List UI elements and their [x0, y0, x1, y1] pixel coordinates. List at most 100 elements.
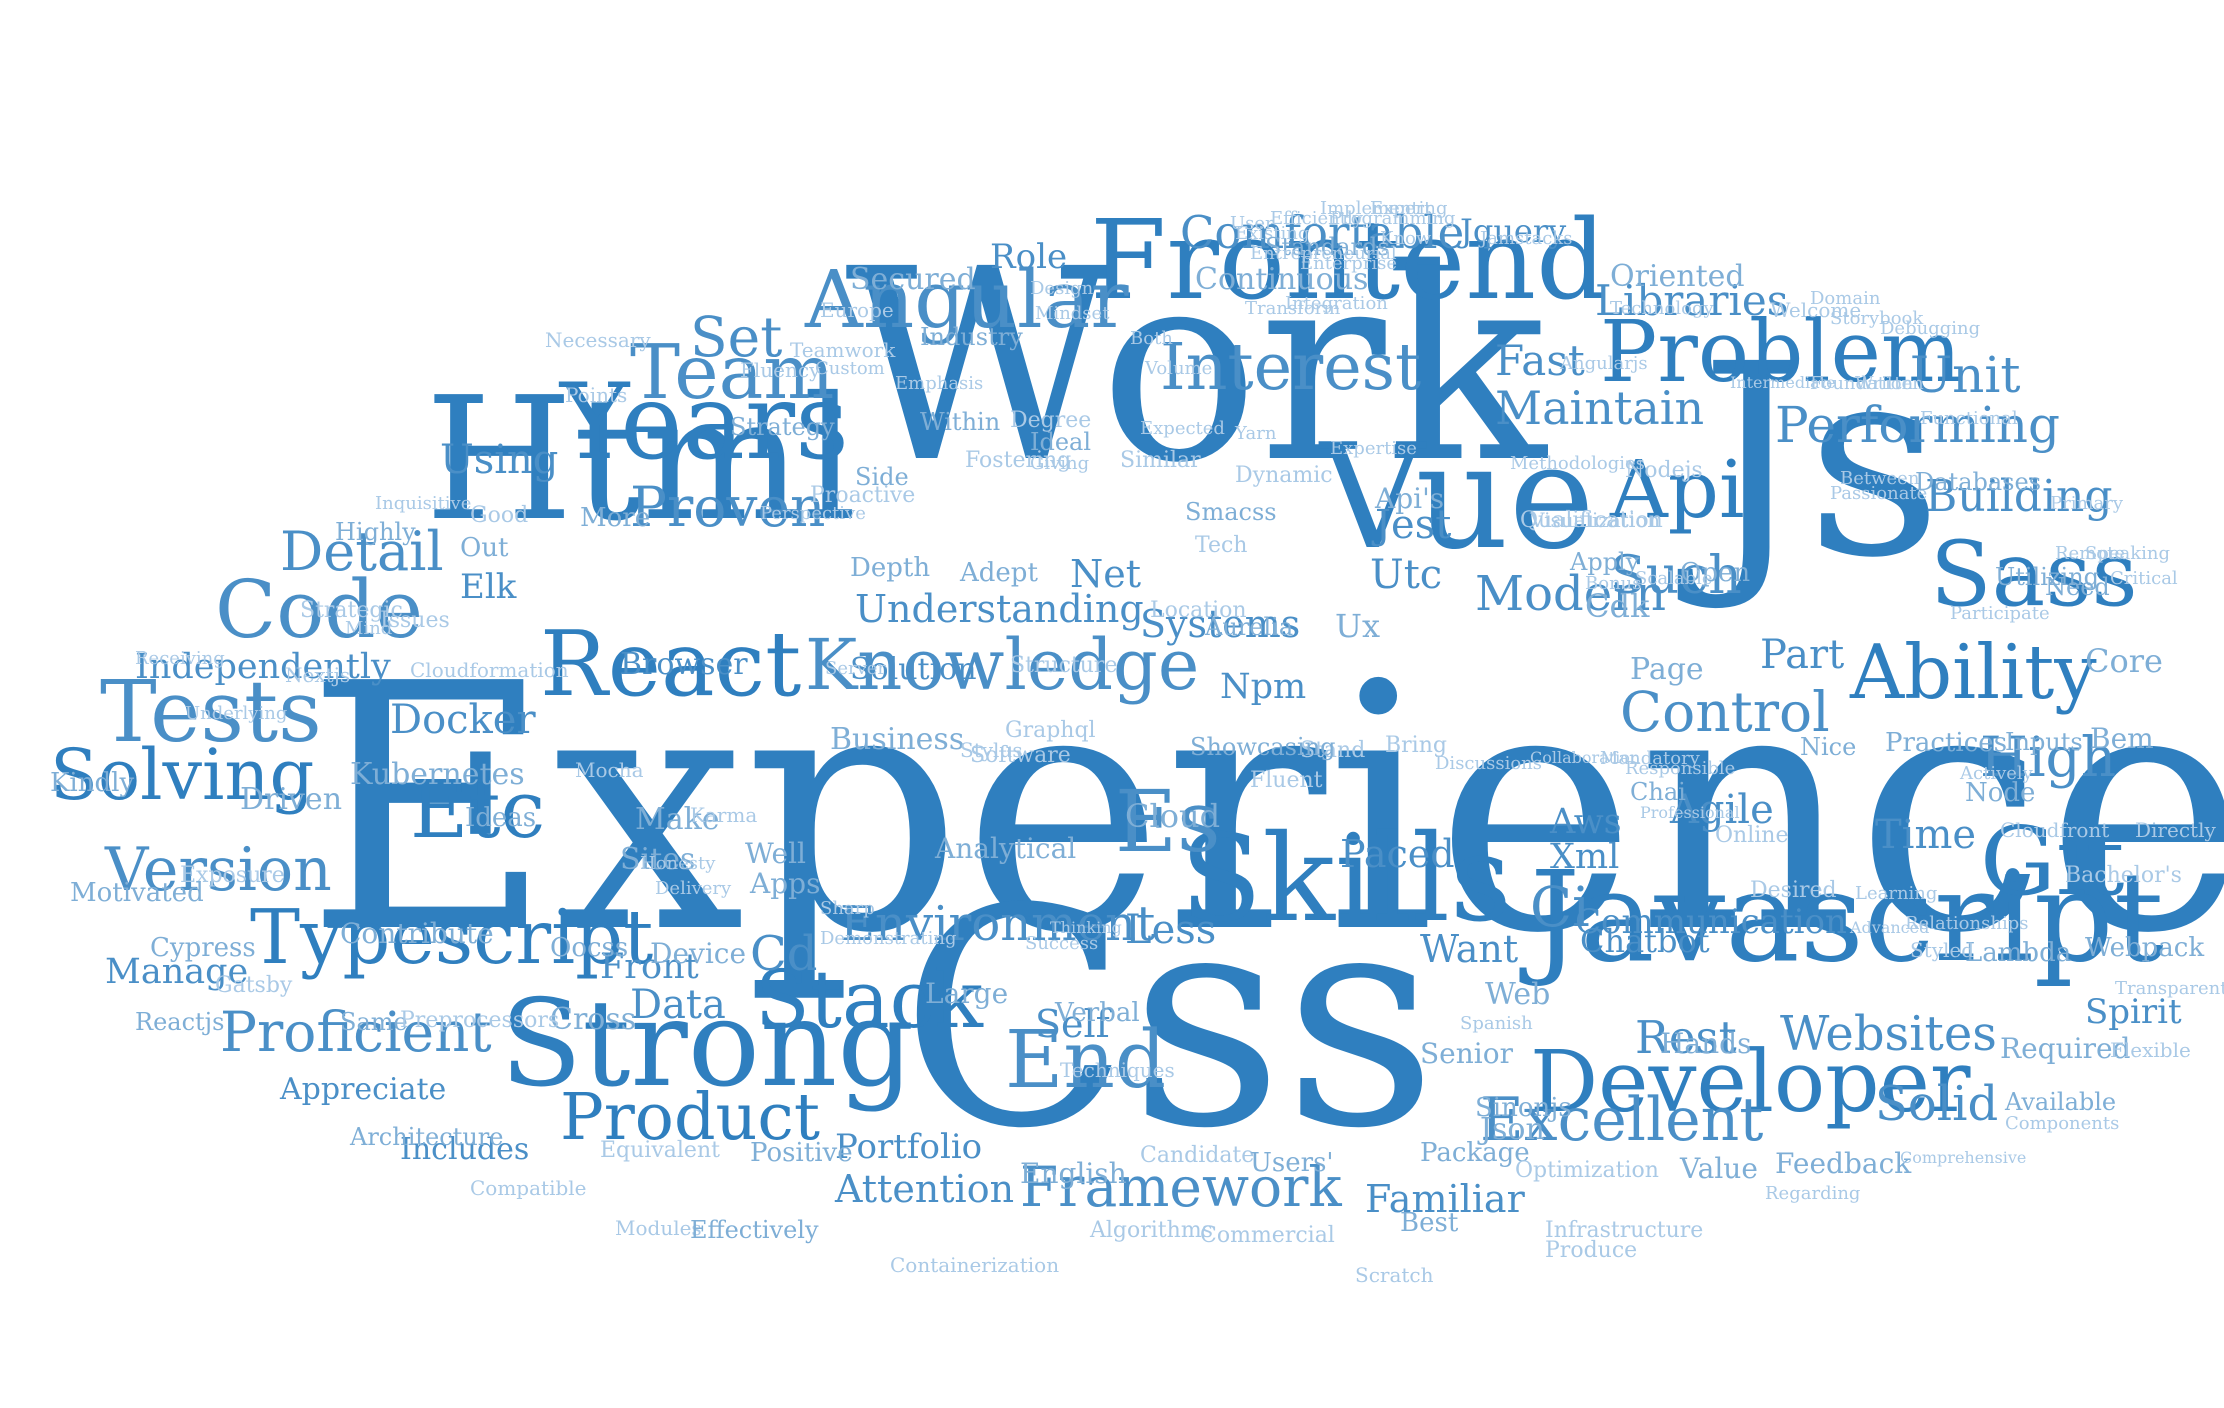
word-teamwork: Teamwork — [790, 338, 896, 362]
word-nice: Nice — [1800, 733, 1857, 761]
word-end: End — [1005, 1013, 1167, 1106]
word-server: Server — [825, 658, 887, 679]
word-npm: Npm — [1220, 667, 1307, 707]
word-attention: Attention — [835, 1167, 1015, 1211]
word-building: Building — [1925, 471, 2113, 522]
word-jest: Jest — [1375, 502, 1452, 548]
word-utc: Utc — [1370, 552, 1443, 598]
word-english: English — [1020, 1157, 1127, 1190]
word-success: Success — [1025, 933, 1099, 954]
word-api: Api — [1610, 443, 1745, 536]
word-comfortable: Comfortable — [1180, 206, 1465, 259]
word-inquisitive: Inquisitive — [375, 493, 472, 514]
word-hands: Hands — [1660, 1027, 1752, 1060]
word-within: Within — [920, 408, 1001, 436]
word-out: Out — [460, 533, 509, 563]
word-team: Team — [630, 328, 835, 416]
word-using: Using — [440, 437, 559, 483]
word-candidate: Candidate — [1140, 1143, 1255, 1168]
word-tech: Tech — [1195, 533, 1248, 558]
word-product: Product — [560, 1080, 820, 1155]
word-performing: Performing — [1775, 396, 2061, 454]
word-foundation: Foundation — [1810, 373, 1914, 394]
word-both: Both — [1130, 328, 1173, 349]
word-feedback: Feedback — [1775, 1147, 1912, 1180]
word-required: Required — [2000, 1032, 2131, 1065]
word-mindset: Mindset — [1035, 303, 1110, 324]
word-depth: Depth — [850, 553, 931, 583]
word-transform: Transform — [1245, 298, 1341, 319]
word-existing: Existing — [1235, 223, 1310, 244]
word-participate: Participate — [1950, 603, 2050, 624]
word-fostering: Fostering — [965, 448, 1072, 473]
word-functional: Functional — [1920, 408, 2018, 429]
word-environment: Environment — [840, 896, 1156, 952]
word-yarn: Yarn — [1235, 423, 1277, 444]
word-frontend: Frontend — [1090, 196, 1607, 324]
word-aurelia: Aurelia — [1205, 613, 1294, 641]
word-thinking: Thinking — [1050, 918, 1122, 937]
word-enterprise: Enterprise — [1300, 253, 1397, 274]
word-equivalent: Equivalent — [600, 1138, 720, 1163]
word-graphql: Graphql — [1005, 718, 1096, 743]
word-know: Know — [1380, 228, 1432, 249]
word-technology: Technology — [1610, 298, 1714, 319]
word-json: Json — [1480, 1112, 1545, 1147]
word-utilizing: Utilizing — [1995, 563, 2100, 591]
word-unit: Unit — [1910, 346, 2021, 404]
word-manage: Manage — [105, 952, 249, 992]
word-chai: Chai — [1630, 778, 1686, 806]
word-excellent: Excellent — [1480, 1085, 1764, 1155]
word-sharp: Sharp — [820, 898, 875, 919]
word-webpack: Webpack — [2085, 933, 2205, 963]
word-work: Work — [845, 213, 1547, 521]
word-apply: Apply — [1570, 548, 1640, 576]
word-remote: Remote — [2055, 543, 2125, 564]
word-advanced: Advanced — [1850, 918, 1930, 937]
word-portfolio: Portfolio — [835, 1127, 983, 1167]
word-control: Control — [1620, 680, 1830, 744]
word-perspective: Perspective — [760, 503, 866, 524]
word-algorithms: Algorithms — [1090, 1218, 1213, 1243]
word-such: Such — [1610, 546, 1742, 606]
word-primary: Primary — [2050, 493, 2124, 514]
word-cdk: Cdk — [1585, 587, 1650, 625]
word-familiar: Familiar — [1365, 1177, 1525, 1221]
word-infrastructure: Infrastructure — [1545, 1218, 1704, 1243]
word-sass: Sass — [1930, 522, 2138, 627]
word-cloudformation: Cloudformation — [410, 658, 569, 682]
word-web: Web — [1485, 977, 1551, 1012]
word-aws: Aws — [1550, 802, 1622, 842]
word-preprocessors: Preprocessors — [400, 1008, 560, 1033]
word-react: React — [540, 612, 802, 717]
word-dynamic: Dynamic — [1235, 463, 1333, 488]
word-best: Best — [1400, 1208, 1459, 1238]
word-docker: Docker — [390, 697, 536, 743]
word-same: Same — [340, 1008, 408, 1036]
word-similar: Similar — [1120, 448, 1201, 473]
word-appreciate: Appreciate — [280, 1072, 447, 1107]
word-cd: Cd — [750, 926, 818, 982]
word-proficient: Proficient — [220, 1000, 492, 1064]
word-ideas: Ideas — [465, 803, 537, 833]
word-structure: Structure — [1010, 653, 1118, 678]
word-demonstrating: Demonstrating — [820, 928, 957, 949]
word-angularjs: Angularjs — [1560, 353, 1648, 374]
word-produce: Produce — [1545, 1238, 1638, 1263]
word-fluent: Fluent — [1250, 768, 1323, 793]
word-sinonjs: Sinonjs — [1475, 1093, 1572, 1123]
word-paced: Paced — [1340, 832, 1455, 876]
word-smacss: Smacss — [1185, 498, 1277, 526]
word-data: Data — [630, 982, 726, 1028]
word-device: Device — [650, 937, 747, 970]
word-strong: Strong — [500, 975, 915, 1114]
word-node: Node — [1965, 778, 2036, 808]
word-modern: Modern — [1475, 566, 1667, 622]
word-includes: Includes — [400, 1132, 530, 1167]
word-commercial: Commercial — [1200, 1223, 1335, 1248]
word-giving: Giving — [1030, 453, 1090, 474]
word-spanish: Spanish — [1460, 1013, 1533, 1034]
word-high: High — [1980, 725, 2117, 789]
word-html: Html — [425, 361, 858, 559]
word-optimization: Optimization — [1515, 1158, 1659, 1183]
